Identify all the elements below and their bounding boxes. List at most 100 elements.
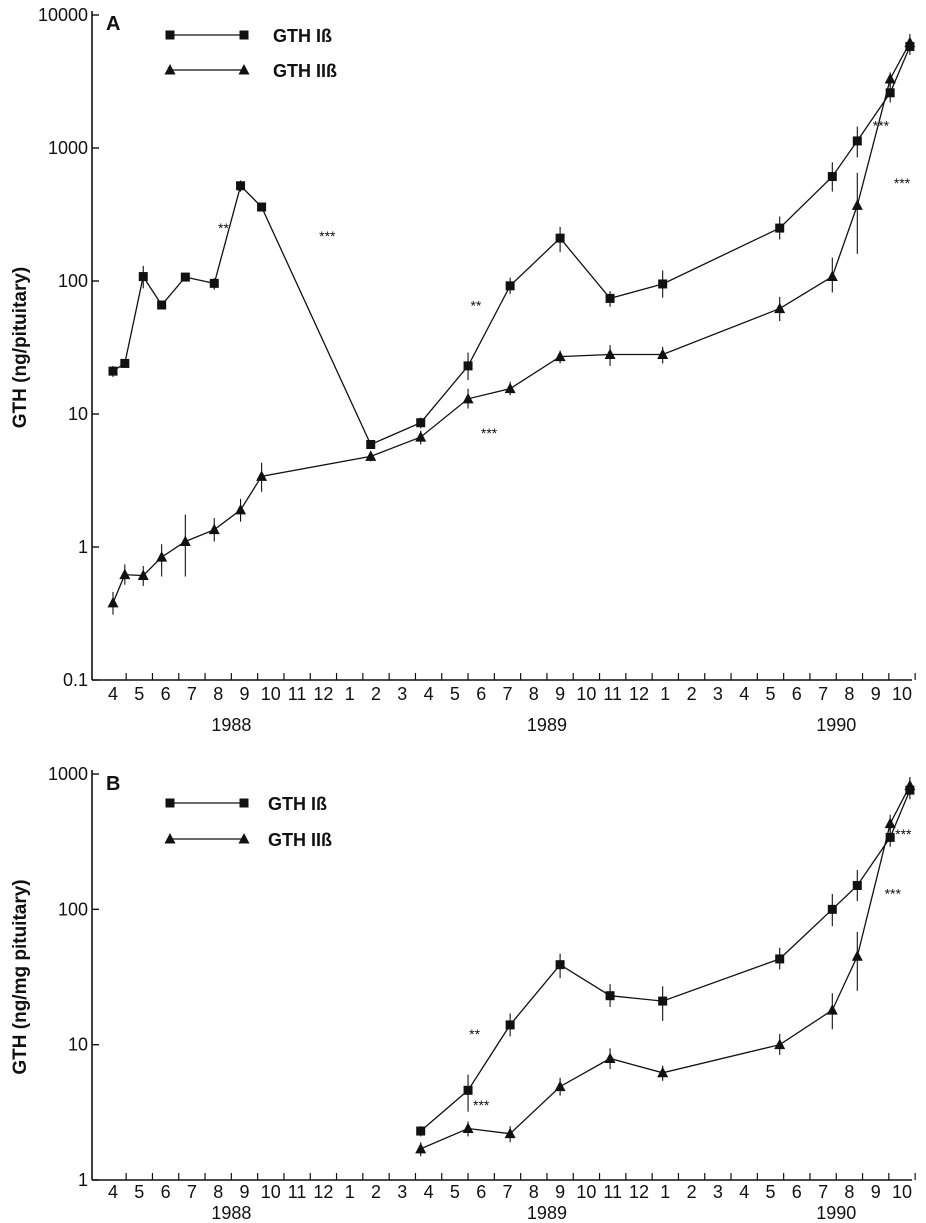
x-tick-label: 10	[261, 1182, 281, 1202]
year-label: 1988	[211, 715, 251, 735]
x-tick-label: 3	[713, 684, 723, 704]
data-point-triangle	[774, 1038, 786, 1050]
x-tick-label: 4	[108, 1182, 118, 1202]
x-tick-label: 12	[313, 1182, 333, 1202]
data-point-square	[209, 278, 219, 288]
legend-triangle-marker	[164, 64, 176, 75]
data-point-square	[827, 172, 837, 182]
legend-entry: GTH Iß	[165, 26, 332, 46]
data-point-triangle	[504, 1127, 516, 1139]
data-point-square	[885, 88, 895, 98]
x-tick-label: 9	[239, 1182, 249, 1202]
y-tick-label: 10	[68, 404, 88, 424]
x-tick-label: 4	[424, 684, 434, 704]
legend-label: GTH IIß	[268, 830, 332, 850]
legend-label: GTH IIß	[273, 61, 337, 81]
data-point-square	[658, 279, 668, 289]
data-point-triangle	[554, 350, 566, 362]
legend-square-marker	[165, 30, 175, 40]
x-tick-label: 1	[345, 1182, 355, 1202]
data-point-triangle	[415, 431, 427, 442]
legend-label: GTH Iß	[268, 794, 327, 814]
x-tick-label: 9	[555, 684, 565, 704]
year-label: 1989	[527, 1203, 567, 1223]
data-point-square	[827, 904, 837, 914]
legend-square-marker	[239, 798, 249, 808]
series-gth-ii	[415, 777, 916, 1157]
data-point-triangle	[774, 302, 786, 314]
x-tick-label: 3	[713, 1182, 723, 1202]
data-point-square	[775, 954, 785, 964]
legend-label: GTH Iß	[273, 26, 332, 46]
data-point-triangle	[119, 568, 131, 580]
x-tick-label: 2	[371, 684, 381, 704]
significance-label: ***	[885, 886, 902, 902]
legend-triangle-marker	[238, 833, 250, 844]
x-tick-label: 10	[892, 1182, 912, 1202]
x-tick-label: 11	[603, 1182, 622, 1202]
x-tick-label: 5	[134, 1182, 144, 1202]
data-point-triangle	[137, 569, 149, 581]
data-point-triangle	[851, 199, 863, 210]
data-point-square	[108, 366, 118, 376]
x-tick-label: 2	[687, 684, 697, 704]
x-tick-label: 12	[629, 684, 649, 704]
x-tick-label: 4	[108, 684, 118, 704]
data-point-square	[180, 272, 190, 282]
data-point-square	[505, 1020, 515, 1030]
x-tick-label: 8	[529, 684, 539, 704]
data-point-square	[236, 181, 246, 191]
data-point-triangle	[462, 1122, 474, 1134]
legend-triangle-marker	[238, 64, 250, 75]
y-tick-label: 10	[68, 1035, 88, 1055]
x-tick-label: 4	[424, 1182, 434, 1202]
year-label: 1990	[816, 715, 856, 735]
data-point-square	[555, 233, 565, 243]
data-point-triangle	[884, 817, 896, 829]
data-point-triangle	[156, 551, 168, 562]
y-tick-label: 100	[58, 899, 88, 919]
series-gth-i	[108, 38, 915, 449]
data-point-square	[885, 832, 895, 842]
data-point-triangle	[657, 348, 669, 360]
series-gth-i	[416, 781, 915, 1137]
x-tick-label: 6	[476, 684, 486, 704]
y-tick-label: 1	[78, 537, 88, 557]
data-point-square	[257, 202, 267, 212]
data-point-triangle	[604, 1052, 616, 1064]
data-point-square	[120, 358, 130, 368]
x-tick-label: 7	[187, 1182, 197, 1202]
x-tick-label: 4	[739, 684, 749, 704]
x-tick-label: 5	[450, 1182, 460, 1202]
x-tick-label: 8	[844, 684, 854, 704]
data-point-triangle	[851, 950, 863, 961]
year-label: 1988	[211, 1203, 251, 1223]
x-tick-label: 4	[739, 1182, 749, 1202]
significance-label: ***	[873, 118, 890, 134]
data-point-triangle	[504, 382, 516, 394]
legend-square-marker	[165, 798, 175, 808]
significance-label: **	[469, 1026, 480, 1042]
data-point-square	[416, 418, 426, 428]
x-tick-label: 8	[213, 1182, 223, 1202]
x-tick-label: 10	[892, 684, 912, 704]
significance-label: **	[218, 220, 229, 236]
significance-label: ***	[473, 1097, 490, 1113]
x-tick-label: 10	[576, 1182, 596, 1202]
x-tick-label: 5	[450, 684, 460, 704]
x-tick-label: 9	[871, 1182, 881, 1202]
panel-letter: B	[106, 773, 120, 795]
legend-triangle-marker	[164, 833, 176, 844]
data-point-triangle	[826, 270, 838, 282]
x-tick-label: 8	[213, 684, 223, 704]
data-point-triangle	[826, 1004, 838, 1015]
data-point-square	[605, 293, 615, 303]
x-tick-label: 8	[844, 1182, 854, 1202]
significance-label: ***	[319, 228, 336, 244]
panel-letter: A	[106, 13, 120, 35]
x-tick-label: 12	[313, 684, 333, 704]
x-tick-label: 12	[629, 1182, 649, 1202]
series-line	[112, 42, 911, 604]
x-tick-label: 7	[818, 1182, 828, 1202]
